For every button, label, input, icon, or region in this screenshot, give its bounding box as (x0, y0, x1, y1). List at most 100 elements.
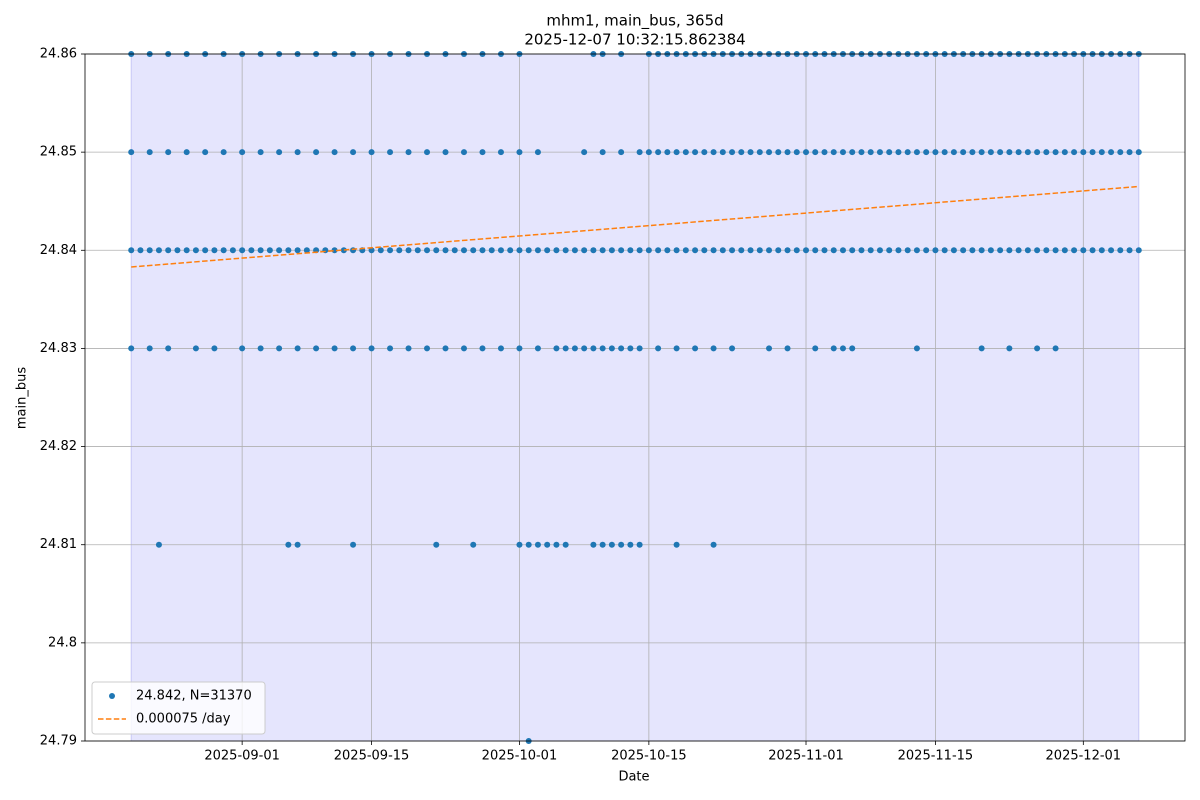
shaded-span (130, 53, 1140, 742)
data-point (812, 247, 819, 254)
data-point (627, 247, 634, 254)
data-point (895, 247, 902, 254)
data-point (146, 149, 153, 156)
data-point (849, 149, 856, 156)
data-point (738, 149, 745, 156)
data-point (405, 345, 412, 352)
data-point (710, 541, 717, 548)
data-point (710, 345, 717, 352)
data-point (1052, 149, 1059, 156)
data-point (303, 247, 310, 254)
data-point (876, 149, 883, 156)
data-point (239, 149, 246, 156)
data-point (1006, 345, 1013, 352)
data-point (701, 247, 708, 254)
data-point (424, 345, 431, 352)
data-point (1024, 247, 1031, 254)
data-point (562, 345, 569, 352)
data-point (1135, 247, 1142, 254)
data-point (932, 149, 939, 156)
data-point (645, 247, 652, 254)
data-point (1126, 149, 1133, 156)
data-point (784, 247, 791, 254)
data-point (913, 149, 920, 156)
data-point (368, 149, 375, 156)
data-point (1117, 149, 1124, 156)
data-point (433, 541, 440, 548)
data-point (257, 345, 264, 352)
y-tick-label: 24.84 (40, 243, 77, 258)
chart-subtitle: 2025-12-07 10:32:15.862384 (524, 31, 745, 49)
data-point (155, 247, 162, 254)
data-point (571, 247, 578, 254)
data-point (645, 149, 652, 156)
data-point (627, 541, 634, 548)
data-point (590, 541, 597, 548)
data-point (978, 247, 985, 254)
data-point (211, 345, 218, 352)
data-point (839, 247, 846, 254)
y-tick-label: 24.86 (40, 47, 77, 62)
data-point (1034, 247, 1041, 254)
data-point (396, 247, 403, 254)
data-point (497, 345, 504, 352)
data-point (220, 247, 227, 254)
data-point (276, 345, 283, 352)
data-point (710, 149, 717, 156)
data-point (978, 149, 985, 156)
data-point (1126, 247, 1133, 254)
data-point (969, 149, 976, 156)
data-point (793, 149, 800, 156)
data-point (460, 345, 467, 352)
data-point (368, 345, 375, 352)
data-point (516, 541, 523, 548)
data-point (747, 149, 754, 156)
y-tick-label: 24.85 (40, 145, 77, 160)
data-point (590, 345, 597, 352)
data-point (276, 149, 283, 156)
data-point (599, 345, 606, 352)
data-point (978, 345, 985, 352)
x-tick-label: 2025-09-15 (334, 749, 410, 764)
data-point (1043, 247, 1050, 254)
data-point (534, 149, 541, 156)
data-point (839, 149, 846, 156)
data-point (405, 247, 412, 254)
data-point (534, 541, 541, 548)
data-point (812, 345, 819, 352)
data-point (294, 247, 301, 254)
data-point (424, 149, 431, 156)
data-point (960, 247, 967, 254)
data-point (839, 345, 846, 352)
data-point (812, 149, 819, 156)
data-point (294, 345, 301, 352)
data-point (229, 247, 236, 254)
data-point (923, 149, 930, 156)
data-point (405, 149, 412, 156)
data-point (729, 345, 736, 352)
data-point (239, 247, 246, 254)
data-point (960, 149, 967, 156)
data-point (655, 247, 662, 254)
data-point (1089, 149, 1096, 156)
data-point (1034, 345, 1041, 352)
data-point (849, 345, 856, 352)
data-point (350, 345, 357, 352)
data-point (664, 149, 671, 156)
data-point (497, 149, 504, 156)
data-point (793, 247, 800, 254)
legend-label: 0.000075 /day (136, 712, 231, 727)
data-point (618, 541, 625, 548)
data-point (350, 149, 357, 156)
data-point (618, 345, 625, 352)
data-point (636, 247, 643, 254)
data-point (174, 247, 181, 254)
data-point (1098, 247, 1105, 254)
data-point (627, 345, 634, 352)
data-point (257, 247, 264, 254)
data-point (664, 247, 671, 254)
data-point (636, 149, 643, 156)
data-point (1006, 149, 1013, 156)
legend-box (91, 681, 266, 735)
